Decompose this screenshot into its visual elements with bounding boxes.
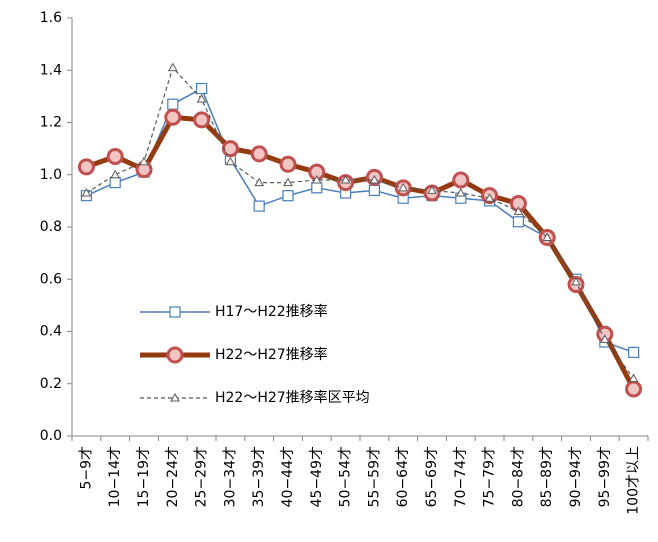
x-tick-label: 20−24才 [165,446,181,507]
data-point [484,193,495,202]
data-point [167,62,178,72]
data-point [427,185,437,194]
data-point [196,93,207,103]
x-tick-label: 35−39才 [251,446,267,507]
data-point [627,346,640,358]
data-point [599,334,610,343]
data-point [167,98,179,110]
data-point [452,171,470,189]
data-point [193,111,211,129]
data-point [625,380,643,398]
x-tick-label: 40−44才 [280,446,296,507]
legend-label: H17〜H22推移率 [215,303,328,320]
data-point [196,82,208,95]
data-point [109,176,121,189]
series-line [86,67,635,379]
series-line [85,114,636,391]
data-point [542,232,553,241]
y-tick-label: 1.2 [40,115,62,131]
data-point [513,206,524,215]
x-tick-label: 100才以上 [626,446,642,515]
data-point [628,373,639,383]
data-point [512,216,525,228]
data-point [106,147,124,165]
data-point [282,190,294,202]
data-point [221,140,239,158]
data-point [455,188,466,197]
data-point [254,177,265,187]
data-point [253,200,265,212]
legend-marker [169,306,181,318]
x-tick-label: 85−89才 [539,446,555,507]
x-tick-label: 90−94才 [568,446,584,507]
x-tick-label: 95−99才 [597,446,613,507]
y-tick-label: 1.6 [40,10,62,26]
x-tick-label: 55−59才 [366,446,382,507]
data-point [368,184,380,197]
x-tick-label: 45−49才 [309,446,325,507]
data-point [139,156,149,166]
legend-label: H22〜H27推移率 [215,346,328,363]
x-tick-label: 65−69才 [424,446,440,507]
data-point [311,174,322,184]
data-point [110,169,121,179]
x-tick-label: 5−9才 [78,446,94,490]
y-tick-label: 0.0 [40,428,62,444]
data-point [279,155,297,173]
data-point [250,145,268,163]
x-tick-label: 25−29才 [194,446,210,507]
y-tick-label: 1.4 [40,62,62,78]
y-tick-label: 1.0 [40,167,62,183]
data-point [340,174,351,184]
y-tick-label: 0.2 [40,376,62,392]
data-point [81,188,92,197]
x-tick-label: 80−84才 [510,446,526,507]
data-point [311,182,323,194]
x-tick-label: 10−14才 [107,446,123,507]
legend-marker [170,392,180,402]
legend-marker [166,346,184,364]
x-tick-label: 30−34才 [222,446,238,507]
x-tick-label: 75−79才 [482,446,498,507]
x-tick-label: 50−54才 [338,446,354,507]
legend-label: H22〜H27推移率区平均 [215,389,370,406]
y-tick-label: 0.8 [40,219,62,235]
x-tick-label: 15−19才 [136,446,152,507]
series [81,62,639,383]
x-tick-label: 70−74才 [453,446,469,507]
y-tick-label: 0.4 [40,324,62,340]
data-point [225,156,236,166]
data-point [369,174,380,184]
data-point [77,158,95,176]
x-tick-label: 60−64才 [395,446,411,507]
data-point [283,177,293,187]
data-point [164,108,182,126]
data-point [398,182,409,192]
data-point [571,276,581,286]
y-tick-label: 0.6 [40,271,62,287]
series [80,82,640,358]
